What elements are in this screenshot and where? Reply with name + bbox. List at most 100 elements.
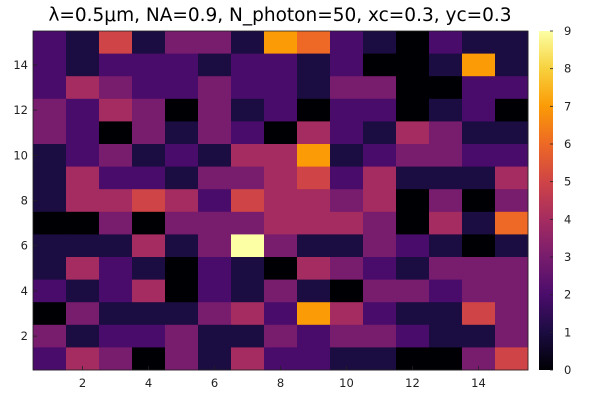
heatmap-cell [33, 98, 67, 122]
heatmap-cell [99, 144, 133, 167]
x-tick-label: 12 [405, 376, 420, 390]
heatmap-cell [495, 121, 529, 145]
colorbar-tick-label: 3 [564, 250, 571, 264]
heatmap-cell [165, 347, 199, 371]
heatmap-cell [462, 234, 496, 258]
heatmap-cell [462, 144, 496, 167]
heatmap-cell [165, 302, 199, 326]
heatmap-cell [462, 76, 496, 100]
heatmap-cell [462, 257, 496, 280]
heatmap-cell [297, 189, 331, 213]
heatmap-cell [297, 324, 331, 348]
colorbar-tick-label: 0 [564, 363, 571, 377]
heatmap-cell [462, 347, 496, 371]
heatmap-cell [429, 257, 463, 280]
heatmap-cell [330, 302, 364, 326]
heatmap-cell [198, 98, 232, 122]
x-tick-label: 2 [79, 376, 86, 390]
y-tick-label: 14 [13, 58, 28, 72]
x-tick-label: 8 [277, 376, 284, 390]
heatmap-cell [99, 98, 133, 122]
heatmap-cell [66, 324, 100, 348]
heatmap-cell [330, 76, 364, 100]
heatmap-cell [396, 166, 430, 190]
heatmap-cell [396, 211, 430, 235]
heatmap-cell [297, 53, 331, 77]
heatmap-cell [33, 31, 67, 54]
heatmap-cell [33, 76, 67, 100]
heatmap-cell [297, 31, 331, 54]
heatmap-cell [396, 324, 430, 348]
heatmap-cell [231, 279, 265, 303]
heatmap-cell [198, 189, 232, 213]
heatmap-cell [462, 279, 496, 303]
y-tick-label: 10 [13, 148, 28, 162]
heatmap-cell [264, 324, 298, 348]
heatmap-cell [165, 211, 199, 235]
heatmap-cell [198, 279, 232, 303]
heatmap-cell [198, 257, 232, 280]
chart-title: λ=0.5μm, NA=0.9, N_photon=50, xc=0.3, yc… [48, 5, 511, 26]
heatmap-cell [231, 324, 265, 348]
heatmap-cell [99, 211, 133, 235]
heatmap-cell [363, 279, 397, 303]
heatmap-cell [297, 166, 331, 190]
heatmap-cell [231, 98, 265, 122]
heatmap-cell [495, 279, 529, 303]
heatmap-cell [132, 31, 166, 54]
heatmap-cell [132, 98, 166, 122]
heatmap-cell [462, 98, 496, 122]
heatmap-cell [231, 166, 265, 190]
colorbar-tick-label: 6 [564, 137, 571, 151]
heatmap-cell [297, 279, 331, 303]
y-axis: 2 4 6 8 10 12 14 [13, 58, 37, 343]
colorbar [539, 31, 553, 370]
heatmap-cell [99, 53, 133, 77]
heatmap-cell [66, 211, 100, 235]
heatmap-cell [33, 211, 67, 235]
heatmap-cell [264, 257, 298, 280]
heatmap-cell [297, 302, 331, 326]
heatmap-cell [231, 211, 265, 235]
heatmap-cell [363, 166, 397, 190]
heatmap-cell [66, 31, 100, 54]
heatmap-cell [495, 76, 529, 100]
heatmap-cell [495, 302, 529, 326]
heatmap-cell [99, 166, 133, 190]
heatmap-cell [99, 302, 133, 326]
heatmap-cell [198, 234, 232, 258]
heatmap-cell [363, 302, 397, 326]
heatmap-cell [330, 144, 364, 167]
heatmap-cell [363, 31, 397, 54]
heatmap-cell [99, 189, 133, 213]
x-tick-label: 14 [471, 376, 486, 390]
colorbar-tick-label: 9 [564, 24, 571, 38]
heatmap-cell [132, 53, 166, 77]
heatmap-cell [66, 234, 100, 258]
heatmap-cell [198, 302, 232, 326]
heatmap-cell [363, 189, 397, 213]
heatmap-cell [396, 279, 430, 303]
heatmap-cell [264, 166, 298, 190]
heatmap-cell [264, 279, 298, 303]
heatmap-cell [429, 53, 463, 77]
heatmap-cell [363, 76, 397, 100]
colorbar-tick-label: 2 [564, 288, 571, 302]
heatmap-cell [495, 53, 529, 77]
heatmap-cell [231, 121, 265, 145]
heatmap-cell [132, 76, 166, 100]
heatmap-cell [165, 257, 199, 280]
heatmap-cell [165, 144, 199, 167]
heatmap-cell [198, 31, 232, 54]
heatmap-cell [297, 211, 331, 235]
heatmap-cell [33, 53, 67, 77]
heatmap-cell [165, 121, 199, 145]
heatmap-cell [66, 98, 100, 122]
heatmap-cell [33, 166, 67, 190]
heatmap-cell [396, 234, 430, 258]
heatmap-cell [99, 257, 133, 280]
heatmap-cell [99, 279, 133, 303]
heatmap-cell [99, 31, 133, 54]
heatmap-cell [264, 189, 298, 213]
heatmap-cell [132, 211, 166, 235]
